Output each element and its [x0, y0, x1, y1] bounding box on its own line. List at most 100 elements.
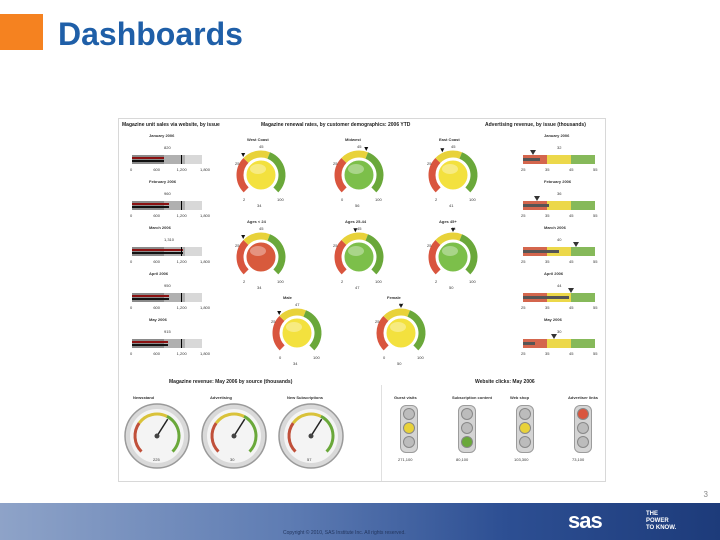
light-name: Subscription content	[452, 395, 492, 400]
renewal-gauge	[428, 228, 478, 275]
gauge-left-label: 25	[271, 319, 276, 324]
bullet-tick-label: 1,200	[176, 351, 187, 356]
gauge-top-label: 45	[357, 144, 362, 149]
ad-band-good	[570, 201, 595, 210]
ad-value: 36	[557, 191, 562, 196]
ad-value: 44	[557, 283, 562, 288]
ad-month: May 2006	[544, 317, 562, 322]
unit-sales-month: January 2006	[149, 133, 175, 138]
gauge-left-label: 25	[375, 319, 380, 324]
ad-month: February 2006	[544, 179, 572, 184]
bullet-tick-label: 600	[153, 259, 161, 264]
unit-sales-month: February 2006	[149, 179, 177, 184]
ad-tick-label: 45	[569, 167, 574, 172]
gauge-face	[245, 159, 277, 191]
gauge-band	[243, 150, 271, 164]
gauge-name: Ages 25-44	[345, 219, 367, 224]
ad-value: 30	[557, 329, 562, 334]
gauge-band	[341, 150, 369, 164]
gauge-highlight	[442, 246, 458, 256]
light-name: Advertiser links	[568, 395, 599, 400]
dial-needle	[310, 418, 323, 437]
gauge-top-label: 45	[259, 144, 264, 149]
dial-needle	[156, 418, 169, 437]
gauge-face	[437, 241, 469, 273]
gauge-min-label: 0	[341, 197, 344, 202]
gauge-max-label: 100	[375, 197, 382, 202]
bullet-bar	[132, 206, 170, 208]
bullet-tick-label: 1,200	[176, 259, 187, 264]
ad-band-warn	[546, 201, 571, 210]
gauge-marker	[241, 153, 246, 158]
ad-band-good	[570, 339, 595, 348]
bullet-bar	[132, 157, 164, 159]
gauge-max-label: 100	[375, 279, 382, 284]
bullet-tick-label: 600	[153, 305, 161, 310]
dial-hub	[154, 433, 160, 439]
gauge-min-label: 0	[383, 355, 386, 360]
bullet-tick-label: 1,200	[176, 305, 187, 310]
ad-tick-label: 45	[569, 259, 574, 264]
bullet-tick-label: 0	[130, 167, 133, 172]
unit-sales-value: 1,310	[164, 237, 175, 242]
gauge-highlight	[348, 164, 364, 174]
bullet-band-light	[184, 293, 202, 302]
gauge-band	[459, 234, 478, 275]
gauge-top-label: 47	[295, 302, 300, 307]
bullet-tick-label: 1,800	[200, 167, 211, 172]
gauge-face	[245, 241, 277, 273]
gauge-name: Ages < 24	[247, 219, 266, 224]
bullet-band-dark	[132, 201, 164, 210]
ad-band-good	[570, 293, 595, 302]
gauge-face	[343, 241, 375, 273]
ad-bar	[523, 296, 569, 299]
gauge-highlight	[250, 246, 266, 256]
renewal-gauge	[428, 148, 478, 193]
ad-tick-label: 25	[521, 259, 526, 264]
ad-tick-label: 25	[521, 351, 526, 356]
traffic-light-lamp	[519, 436, 531, 448]
gauge-marker	[451, 228, 455, 232]
bullet-target-line	[181, 247, 182, 256]
gauge-band	[428, 239, 441, 275]
page-number: 3	[703, 490, 708, 499]
gauge-value-label: 34	[257, 203, 262, 208]
gauge-highlight	[390, 322, 406, 332]
ad-band-good	[570, 247, 595, 256]
bullet-tick-label: 1,800	[200, 259, 211, 264]
gauge-name: Midwest	[345, 137, 361, 142]
ad-target-marker	[568, 288, 574, 293]
gauge-min-label: 2	[243, 279, 246, 284]
gauge-value-label: 34	[293, 361, 298, 366]
gauge-marker	[241, 235, 246, 240]
slide-title: Dashboards	[58, 16, 243, 52]
bullet-tick-label: 600	[153, 167, 161, 172]
gauge-band	[383, 308, 411, 322]
bullet-bar	[132, 249, 183, 251]
gauge-name: Ages 45+	[439, 219, 457, 224]
bullet-tick-label: 1,800	[200, 213, 211, 218]
bullet-bar	[132, 344, 168, 346]
traffic-light-lamp	[519, 422, 531, 434]
bullet-band-mid	[163, 155, 185, 164]
ad-tick-label: 55	[593, 305, 598, 310]
source-dial	[278, 403, 344, 469]
bullet-tick-label: 1,800	[200, 305, 211, 310]
ad-tick-label: 45	[569, 213, 574, 218]
gauge-value-label: 50	[449, 285, 454, 290]
bullet-tick-label: 0	[130, 351, 133, 356]
ad-bar	[523, 342, 535, 345]
gauge-face	[281, 317, 313, 349]
gauge-band	[267, 152, 286, 193]
bullet-tick-label: 1,200	[176, 167, 187, 172]
ad-revenue-header: Advertising revenue, by issue (thousands…	[485, 122, 586, 128]
bullet-band-dark	[132, 339, 164, 348]
gauge-band	[334, 239, 347, 275]
bullet-target-line	[181, 339, 182, 348]
light-name: Web shop	[510, 395, 530, 400]
title-accent-block	[0, 14, 43, 50]
gauge-highlight	[286, 322, 302, 332]
dial-band	[320, 415, 335, 453]
gauge-max-label: 100	[313, 355, 320, 360]
bullet-band-light	[184, 155, 202, 164]
